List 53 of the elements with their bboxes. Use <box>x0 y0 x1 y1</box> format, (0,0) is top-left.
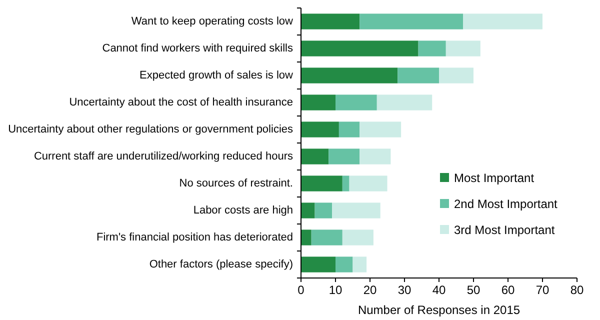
bar <box>376 94 432 110</box>
x-tick-label: 70 <box>536 283 550 297</box>
bar <box>360 14 464 30</box>
y-tick-label: Expected growth of sales is low <box>140 70 294 82</box>
bar <box>398 68 439 84</box>
y-tick-label: Current staff are underutilized/working reduced hours <box>34 150 294 162</box>
x-tick-label: 10 <box>328 283 342 297</box>
bar <box>349 176 388 192</box>
bar <box>301 176 342 192</box>
bar <box>301 122 339 138</box>
y-tick-label: Cannot find workers with required skills <box>102 42 294 54</box>
bar <box>314 202 332 218</box>
bar <box>338 122 360 138</box>
y-tick-label: Uncertainty about the cost of health insurance <box>69 96 293 108</box>
bar <box>332 202 380 218</box>
x-tick-label: 50 <box>466 283 480 297</box>
x-tick-label: 30 <box>398 283 412 297</box>
bar <box>336 256 353 272</box>
y-tick-label: Other factors (please specify) <box>149 258 293 270</box>
bar <box>352 256 367 272</box>
legend-label: 2nd Most Important <box>454 197 558 211</box>
bar <box>446 40 480 56</box>
y-tick-label: Labor costs are high <box>193 204 293 216</box>
y-tick-label: No sources of restraint. <box>179 178 293 190</box>
bar <box>301 148 329 164</box>
x-tick-label: 20 <box>363 283 377 297</box>
bar <box>301 14 360 30</box>
bar <box>301 202 315 218</box>
bar <box>342 176 350 192</box>
bar <box>301 40 418 56</box>
bar <box>439 68 474 84</box>
bar <box>418 40 446 56</box>
bar <box>301 94 336 110</box>
x-tick-label: 60 <box>501 283 515 297</box>
y-tick-label: Firm's financial position has deteriorated <box>96 232 293 244</box>
y-tick-label: Want to keep operating costs low <box>131 16 294 28</box>
x-axis-title: Number of Responses in 2015 <box>358 303 520 317</box>
x-tick-label: 40 <box>432 283 446 297</box>
bar <box>360 122 402 138</box>
bar <box>328 148 360 164</box>
x-tick-label: 80 <box>570 283 584 297</box>
bar <box>311 230 342 246</box>
bar <box>342 230 374 246</box>
x-tick-label: 0 <box>298 283 305 297</box>
bar <box>301 68 398 84</box>
bar <box>360 148 391 164</box>
bar <box>301 230 312 246</box>
bar <box>301 256 336 272</box>
bar <box>463 14 542 30</box>
y-tick-label: Uncertainty about other regulations or government policies <box>8 124 294 136</box>
legend-label: Most Important <box>454 171 535 185</box>
legend-label: 3rd Most Important <box>454 223 556 237</box>
bar <box>336 94 377 110</box>
